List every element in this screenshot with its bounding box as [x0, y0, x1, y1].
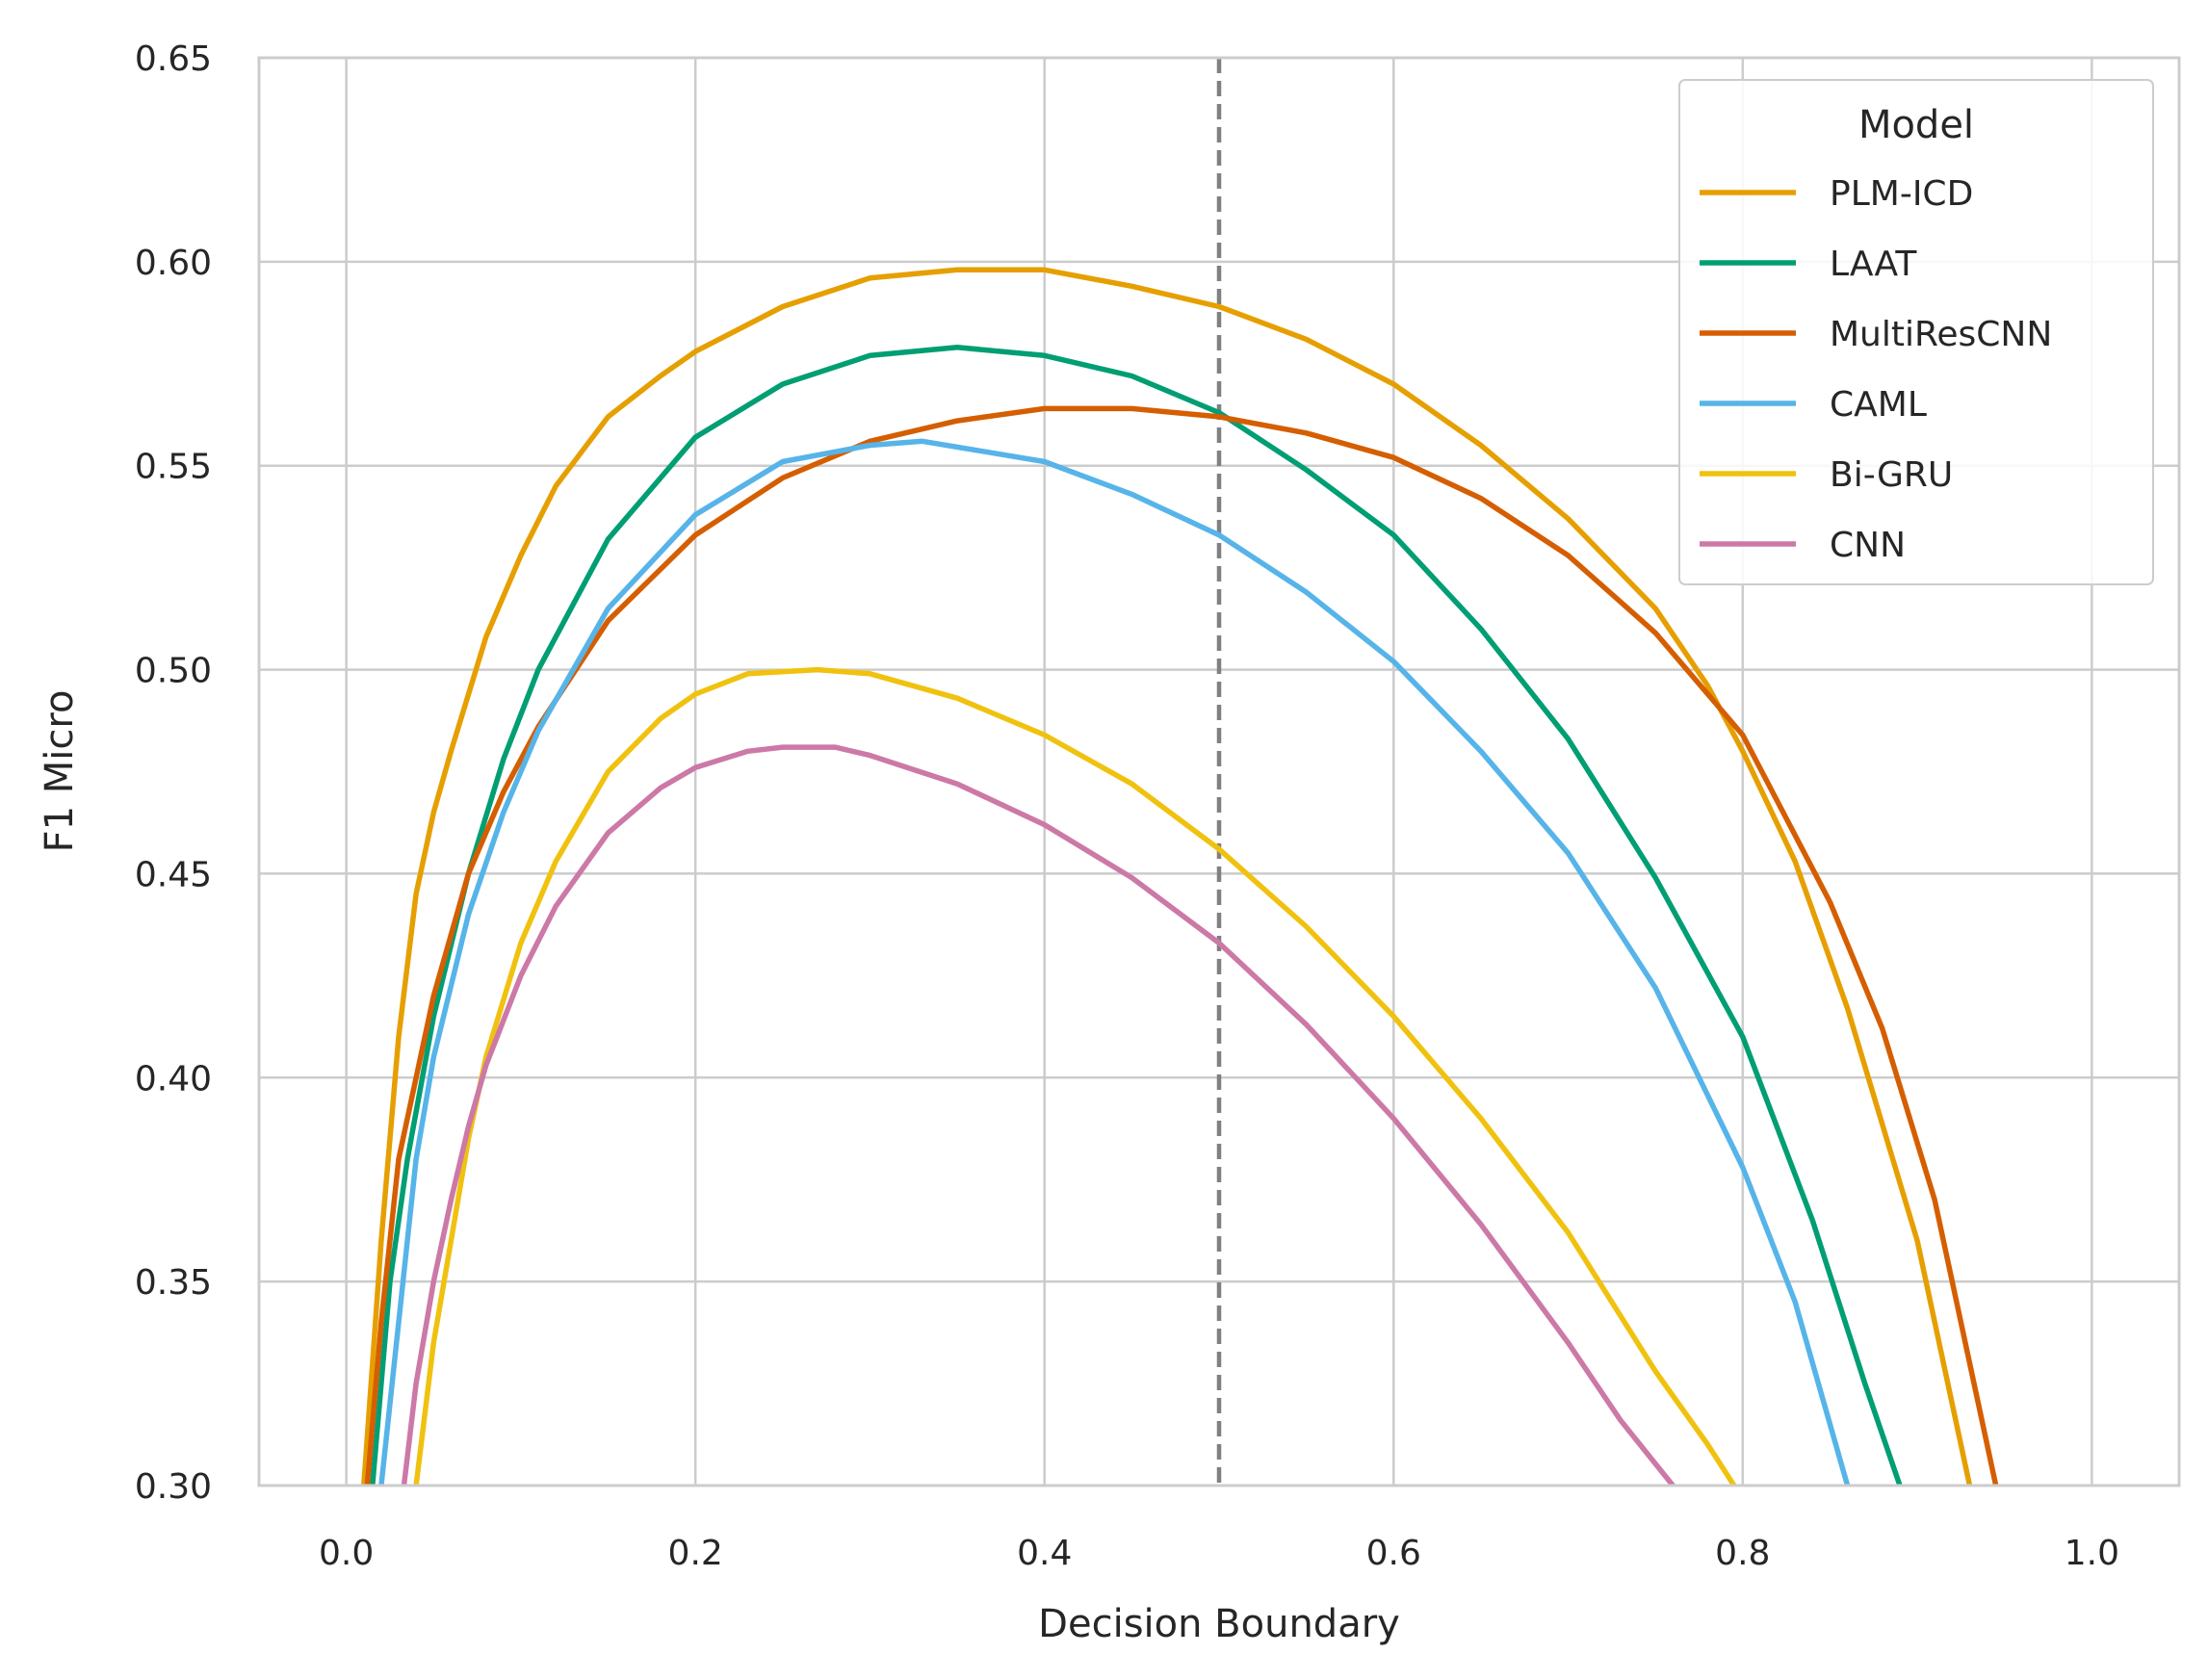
y-tick-label: 0.30 — [135, 1467, 212, 1507]
y-tick-label: 0.35 — [135, 1263, 212, 1303]
y-tick-label: 0.40 — [135, 1059, 212, 1098]
x-tick-label: 0.4 — [1017, 1534, 1072, 1573]
legend-label: PLM-ICD — [1830, 174, 1973, 214]
legend-label: LAAT — [1830, 245, 1917, 284]
series-line-caml — [378, 438, 1851, 1486]
y-tick-labels: 0.30 0.35 0.40 0.45 0.50 0.55 0.60 0.65 — [135, 39, 212, 1507]
y-tick-label: 0.55 — [135, 448, 212, 487]
x-tick-label: 1.0 — [2065, 1534, 2119, 1573]
legend-label: Bi-GRU — [1830, 455, 1953, 495]
y-tick-label: 0.65 — [135, 39, 212, 79]
legend-title: Model — [1858, 103, 1974, 147]
x-tick-label: 0.0 — [319, 1534, 374, 1573]
x-tick-labels: 0.0 0.2 0.4 0.6 0.8 1.0 — [319, 1534, 2119, 1573]
y-tick-label: 0.60 — [135, 244, 212, 283]
legend-label: MultiResCNN — [1830, 315, 2052, 354]
series-line-multirescnn — [364, 405, 1999, 1486]
y-tick-label: 0.45 — [135, 855, 212, 894]
legend-label: CAML — [1830, 385, 1927, 425]
y-tick-label: 0.50 — [135, 652, 212, 691]
x-axis-label: Decision Boundary — [1038, 1602, 1400, 1646]
legend-label: CNN — [1830, 526, 1906, 565]
x-tick-label: 0.8 — [1715, 1534, 1770, 1573]
series-line-cnn — [401, 744, 1676, 1486]
x-tick-label: 0.6 — [1366, 1534, 1421, 1573]
y-axis-label: F1 Micro — [38, 690, 82, 853]
series-lines — [361, 267, 1999, 1486]
x-tick-label: 0.2 — [668, 1534, 723, 1573]
legend: Model PLM-ICD LAAT MultiResCNN CAML Bi-GRU CN… — [1678, 79, 2154, 585]
legend-box — [1678, 79, 2154, 585]
plot-frame — [257, 56, 2181, 1487]
